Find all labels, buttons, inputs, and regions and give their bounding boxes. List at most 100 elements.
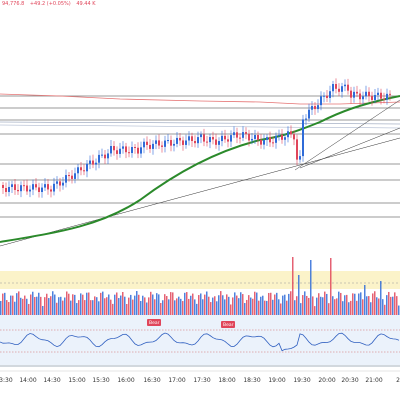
volume-bar — [14, 301, 16, 315]
candle-body — [185, 140, 187, 145]
candle-body — [383, 98, 385, 100]
volume-bar — [144, 297, 146, 315]
candle-body — [98, 154, 100, 163]
volume-bar — [192, 293, 194, 315]
volume-bar — [0, 301, 2, 315]
volume-bar — [170, 292, 172, 315]
candle-body — [68, 175, 70, 177]
volume-bar — [54, 294, 56, 315]
candle-body — [224, 135, 226, 140]
volume-bar — [348, 302, 350, 315]
volume-bar — [272, 299, 274, 315]
rsi-panel — [0, 329, 400, 353]
candles — [2, 78, 391, 198]
volume-bar — [196, 303, 198, 315]
candle-body — [335, 84, 337, 89]
volume-bar — [116, 292, 118, 315]
volume-bar — [28, 303, 30, 315]
candle-body — [257, 135, 259, 140]
volume-bar — [324, 291, 326, 315]
candle-body — [362, 96, 364, 100]
trend-line — [299, 127, 400, 169]
candle-body — [149, 144, 151, 149]
volume-bar — [102, 291, 104, 315]
x-tick-label: 20:00 — [318, 377, 335, 384]
indicator-lines — [0, 93, 400, 247]
volume-bar — [138, 294, 140, 315]
volume-bar — [228, 296, 230, 315]
candle-body — [356, 91, 358, 94]
volume-bar — [240, 292, 242, 315]
volume-bar — [120, 295, 122, 315]
candle-body — [332, 84, 334, 92]
volume-bar — [226, 294, 228, 315]
candle-body — [203, 134, 205, 142]
volume-bar — [340, 292, 342, 315]
last-price: 94,776.8 — [2, 1, 25, 7]
volume-bar — [24, 295, 26, 315]
volume-bar — [36, 296, 38, 315]
candle-body — [179, 137, 181, 141]
volume-bar — [250, 297, 252, 315]
volume-bar — [374, 291, 376, 315]
candle-body — [254, 135, 256, 139]
candle-body — [2, 185, 4, 188]
volume-bar — [264, 300, 266, 315]
volume-bar — [364, 285, 366, 315]
volume-bar — [214, 296, 216, 315]
volume-bar — [48, 298, 50, 315]
candle-body — [5, 188, 7, 192]
candle-body — [113, 146, 115, 151]
volume-bar — [294, 300, 296, 315]
candle-body — [248, 133, 250, 141]
x-tick-label: 13:30 — [0, 377, 13, 384]
candle-body — [320, 96, 322, 106]
rsi-band — [0, 315, 400, 367]
volume-bar — [150, 291, 152, 315]
candle-body — [134, 147, 136, 149]
candle-body — [386, 93, 388, 100]
volume-bar — [12, 295, 14, 315]
candle-body — [197, 137, 199, 144]
volume-bar — [60, 296, 62, 315]
volume-bar — [104, 298, 106, 315]
volume-bar — [22, 298, 24, 315]
candle-body — [53, 183, 55, 192]
volume-bar — [318, 293, 320, 315]
volume-bar — [96, 297, 98, 315]
x-tick-label: 19:30 — [293, 377, 310, 384]
candle-body — [86, 163, 88, 172]
candle-body — [368, 91, 370, 97]
candle-body — [230, 135, 232, 142]
candle-body — [296, 139, 298, 160]
candle-body — [176, 137, 178, 144]
volume-bar — [160, 303, 162, 315]
volume-bar — [254, 291, 256, 315]
volume-bar — [286, 300, 288, 315]
volume-bar — [262, 295, 264, 315]
volume-bar — [358, 293, 360, 315]
volume-bar — [118, 298, 120, 315]
candle-body — [281, 134, 283, 140]
volume-bar — [266, 300, 268, 315]
candle-body — [44, 184, 46, 188]
volume-bar — [372, 293, 374, 315]
x-tick-label: 16:30 — [143, 377, 160, 384]
volume-bar — [242, 294, 244, 315]
candle-body — [236, 132, 238, 138]
volume-bar — [220, 291, 222, 315]
candle-body — [92, 160, 94, 165]
candle-body — [143, 141, 145, 148]
background-bands — [0, 271, 400, 367]
volume-bar — [334, 299, 336, 315]
volume-bar — [302, 295, 304, 315]
candle-body — [371, 96, 373, 100]
volume-bar — [44, 297, 46, 315]
trend-line — [294, 99, 400, 171]
candle-body — [314, 106, 316, 110]
volume-bar — [156, 293, 158, 315]
candle-body — [374, 94, 376, 100]
level-line — [0, 124, 400, 129]
volume-bar — [330, 258, 332, 315]
